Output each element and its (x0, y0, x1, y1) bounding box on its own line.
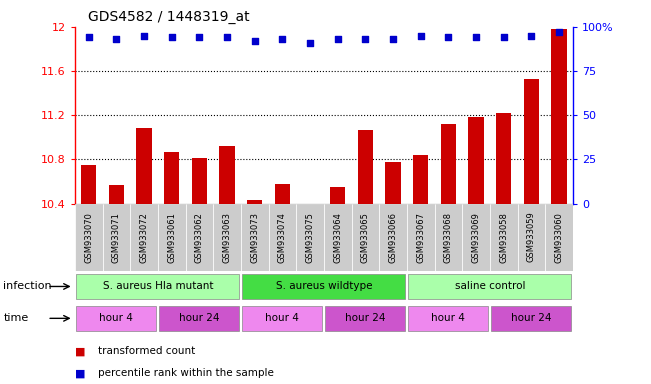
Text: GSM933067: GSM933067 (416, 212, 425, 263)
Bar (407, 204, 435, 271)
Text: ■: ■ (75, 368, 85, 378)
Point (499, 35, 509, 41)
Text: ■: ■ (75, 346, 85, 356)
Bar (76, 306, 156, 331)
Text: hour 24: hour 24 (345, 313, 385, 323)
Bar (408, 306, 488, 331)
Text: GSM933063: GSM933063 (223, 212, 232, 263)
Point (111, 36, 122, 42)
Point (277, 36, 288, 42)
Bar (130, 204, 158, 271)
Text: GSM933073: GSM933073 (250, 212, 259, 263)
Bar (358, 129, 373, 204)
Point (222, 35, 232, 41)
Bar (518, 204, 545, 271)
Text: GSM933068: GSM933068 (444, 212, 453, 263)
Bar (352, 204, 379, 271)
Bar (330, 187, 345, 204)
Point (415, 33, 426, 39)
Text: hour 24: hour 24 (511, 313, 551, 323)
Bar (81, 165, 96, 204)
Bar (385, 162, 400, 204)
Bar (469, 118, 484, 204)
Bar (268, 204, 296, 271)
Text: GSM933072: GSM933072 (139, 212, 148, 263)
Text: GSM933058: GSM933058 (499, 212, 508, 263)
Bar (545, 204, 573, 271)
Point (167, 35, 177, 41)
Text: GSM933075: GSM933075 (305, 212, 314, 263)
Text: infection: infection (3, 281, 52, 291)
Point (554, 29, 564, 35)
Bar (496, 113, 511, 204)
Bar (159, 306, 240, 331)
Bar (490, 204, 518, 271)
Text: GSM933074: GSM933074 (278, 212, 287, 263)
Bar (379, 204, 407, 271)
Text: GSM933065: GSM933065 (361, 212, 370, 263)
Text: transformed count: transformed count (98, 346, 195, 356)
Text: GDS4582 / 1448319_at: GDS4582 / 1448319_at (88, 10, 249, 23)
Bar (213, 204, 241, 271)
Point (139, 33, 149, 39)
Bar (137, 128, 152, 204)
Bar (408, 274, 572, 299)
Point (388, 36, 398, 42)
Text: GSM933059: GSM933059 (527, 212, 536, 263)
Bar (76, 274, 240, 299)
Bar (247, 200, 262, 204)
Text: hour 4: hour 4 (432, 313, 465, 323)
Text: GSM933069: GSM933069 (471, 212, 480, 263)
Text: saline control: saline control (454, 281, 525, 291)
Bar (324, 204, 352, 271)
Bar (219, 146, 234, 204)
Bar (109, 185, 124, 204)
Point (333, 36, 343, 42)
Bar (75, 204, 103, 271)
Text: percentile rank within the sample: percentile rank within the sample (98, 368, 273, 378)
Text: hour 4: hour 4 (266, 313, 299, 323)
Bar (241, 204, 269, 271)
Bar (441, 124, 456, 204)
Text: GSM933066: GSM933066 (389, 212, 398, 263)
Bar (186, 204, 213, 271)
Text: GSM933070: GSM933070 (84, 212, 93, 263)
Text: S. aureus Hla mutant: S. aureus Hla mutant (103, 281, 213, 291)
Point (83, 35, 94, 41)
Text: time: time (3, 313, 29, 323)
Text: hour 4: hour 4 (100, 313, 133, 323)
Text: hour 24: hour 24 (179, 313, 219, 323)
Point (526, 33, 536, 39)
Bar (242, 274, 406, 299)
Bar (492, 306, 572, 331)
Bar (462, 204, 490, 271)
Bar (158, 204, 186, 271)
Text: GSM933064: GSM933064 (333, 212, 342, 263)
Bar (242, 306, 322, 331)
Bar (413, 155, 428, 204)
Bar (296, 204, 324, 271)
Bar (551, 29, 566, 204)
Bar (192, 158, 207, 204)
Point (249, 38, 260, 44)
Text: GSM933060: GSM933060 (555, 212, 564, 263)
Bar (164, 152, 179, 204)
Text: GSM933061: GSM933061 (167, 212, 176, 263)
Point (194, 35, 204, 41)
Bar (435, 204, 462, 271)
Bar (275, 184, 290, 204)
Point (471, 35, 481, 41)
Text: S. aureus wildtype: S. aureus wildtype (275, 281, 372, 291)
Point (360, 36, 370, 42)
Point (443, 35, 454, 41)
Point (305, 40, 315, 46)
Bar (524, 79, 539, 204)
Bar (103, 204, 130, 271)
Text: GSM933071: GSM933071 (112, 212, 121, 263)
Bar (326, 306, 406, 331)
Text: GSM933062: GSM933062 (195, 212, 204, 263)
